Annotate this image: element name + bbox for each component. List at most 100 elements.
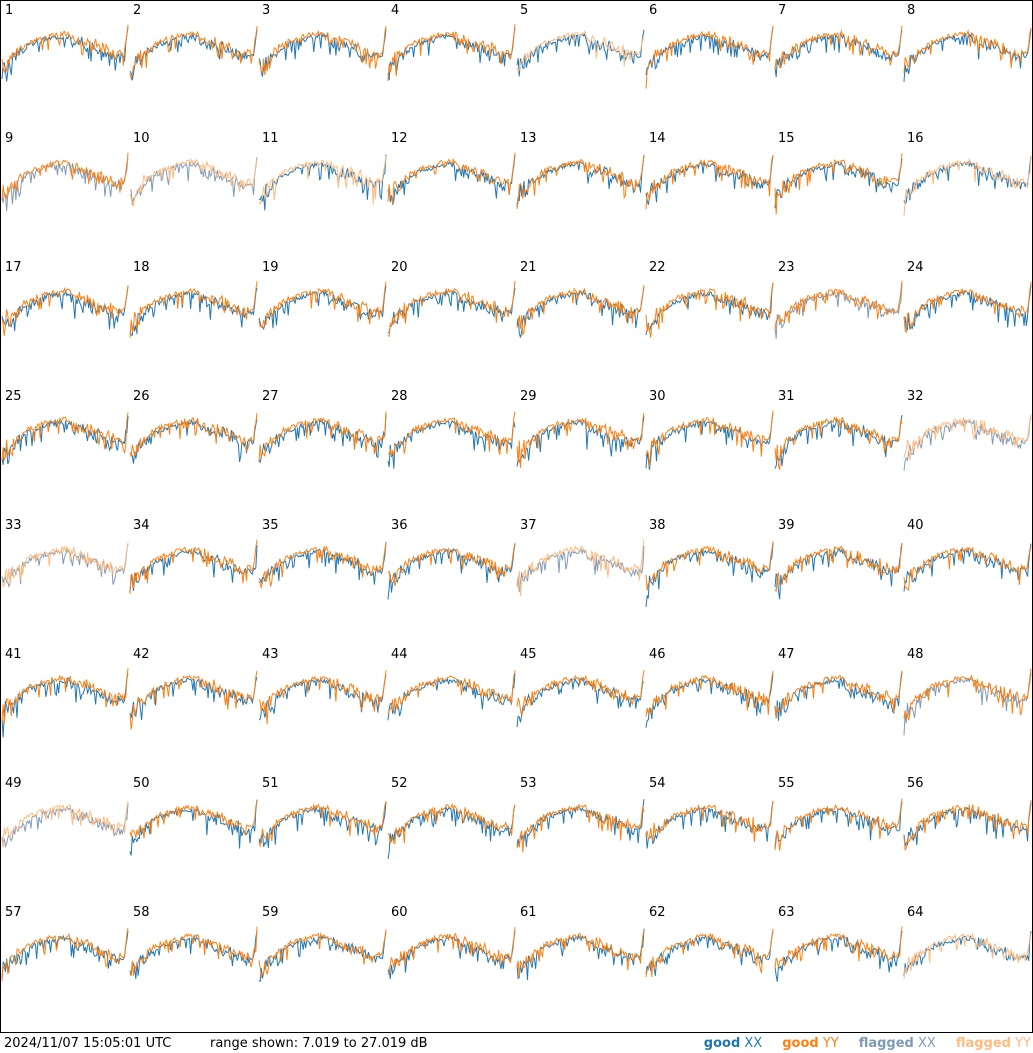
series-line-yy [903, 414, 1032, 461]
spectrum-plot [774, 926, 903, 982]
spectrum-panel: 52 [387, 774, 517, 904]
series-line-yy [1, 412, 129, 461]
series-line-yy [516, 154, 645, 209]
panel-label: 37 [520, 518, 537, 533]
series-line-yy [516, 670, 645, 716]
spectrum-plot [516, 539, 645, 597]
panel-label: 23 [778, 260, 795, 275]
series-line-yy [903, 932, 1032, 979]
spectrum-panel: 1 [0, 0, 130, 130]
spectrum-panel: 41 [0, 645, 130, 775]
spectrum-plot [129, 799, 258, 856]
spectrum-plot [129, 157, 258, 208]
spectrum-panel: 36 [387, 516, 517, 646]
spectrum-panel: 13 [516, 129, 646, 259]
series-line-xx [903, 931, 1032, 977]
series-line-xx [903, 28, 1032, 82]
series-line-yy [1, 542, 129, 589]
series-line-xx [387, 419, 516, 469]
spectrum-panel: 29 [516, 387, 646, 517]
series-line-yy [129, 539, 258, 595]
spectrum-panel: 40 [903, 516, 1033, 646]
series-line-xx [129, 287, 258, 336]
spectrum-panel: 4 [387, 0, 517, 130]
panel-label: 46 [649, 647, 666, 662]
series-line-yy [774, 25, 903, 70]
series-line-xx [903, 802, 1032, 848]
series-line-yy [903, 281, 1032, 334]
series-line-xx [645, 542, 774, 608]
spectrum-panel: 57 [0, 903, 130, 1033]
spectrum-panel: 23 [774, 258, 904, 388]
panel-label: 56 [907, 776, 924, 791]
spectrum-plot [1, 927, 129, 982]
spectrum-plot [516, 670, 645, 728]
series-line-yy [129, 157, 258, 208]
panel-label: 29 [520, 389, 537, 404]
panel-label: 39 [778, 518, 795, 533]
panel-label: 6 [649, 3, 658, 18]
panel-label: 32 [907, 389, 924, 404]
series-line-yy [258, 26, 387, 76]
spectrum-plot [903, 27, 1032, 82]
spectrum-panel: 63 [774, 903, 904, 1033]
panel-label: 28 [391, 389, 408, 404]
series-line-xx [774, 30, 903, 78]
series-line-yy [387, 24, 516, 82]
spectrum-plot [516, 413, 645, 468]
spectrum-panel: 56 [903, 774, 1033, 904]
series-line-xx [129, 157, 258, 206]
panel-label: 18 [133, 260, 150, 275]
legend-word: flagged [955, 1036, 1011, 1051]
spectrum-plot [645, 541, 774, 608]
series-line-yy [387, 802, 516, 845]
series-line-yy [903, 668, 1032, 721]
spectrum-panel: 10 [129, 129, 259, 259]
series-line-yy [903, 27, 1032, 74]
spectrum-plot [258, 281, 387, 330]
panel-label: 21 [520, 260, 537, 275]
spectrum-panel: 38 [645, 516, 775, 646]
spectrum-plot [774, 153, 903, 215]
panel-label: 58 [133, 905, 150, 920]
panel-label: 22 [649, 260, 666, 275]
series-line-yy [258, 543, 387, 590]
series-line-xx [516, 799, 645, 848]
spectrum-panel: 45 [516, 645, 646, 775]
spectrum-panel: 24 [903, 258, 1033, 388]
spectrum-panel: 17 [0, 258, 130, 388]
legend-item: flagged XX [859, 1034, 936, 1053]
legend-word: good [782, 1036, 819, 1051]
spectrum-panel: 28 [387, 387, 517, 517]
series-line-yy [774, 670, 903, 718]
series-line-yy [645, 155, 774, 210]
panel-label: 52 [391, 776, 408, 791]
series-line-yy [1, 927, 129, 982]
panel-label: 38 [649, 518, 666, 533]
spectrum-panel: 22 [645, 258, 775, 388]
spectrum-panel: 62 [645, 903, 775, 1033]
spectrum-panel: 49 [0, 774, 130, 904]
series-line-yy [129, 670, 258, 730]
legend-pol: XX [740, 1036, 763, 1051]
series-line-yy [774, 416, 903, 470]
spectrum-plot [903, 931, 1032, 979]
series-line-yy [387, 542, 516, 587]
spectrum-plot [645, 25, 774, 89]
spectrum-plot [1, 24, 129, 82]
series-line-yy [258, 929, 387, 979]
panel-label: 26 [133, 389, 150, 404]
series-line-yy [774, 153, 903, 215]
spectrum-panel: 37 [516, 516, 646, 646]
panel-label: 63 [778, 905, 795, 920]
panel-label: 48 [907, 647, 924, 662]
series-line-xx [645, 27, 774, 76]
series-line-yy [516, 803, 645, 853]
spectrum-plot [387, 542, 516, 600]
spectrum-panel: 48 [903, 645, 1033, 775]
spectrum-plot [645, 928, 774, 978]
series-line-yy [516, 539, 645, 597]
spectrum-plot [387, 152, 516, 205]
series-line-xx [1, 286, 129, 332]
